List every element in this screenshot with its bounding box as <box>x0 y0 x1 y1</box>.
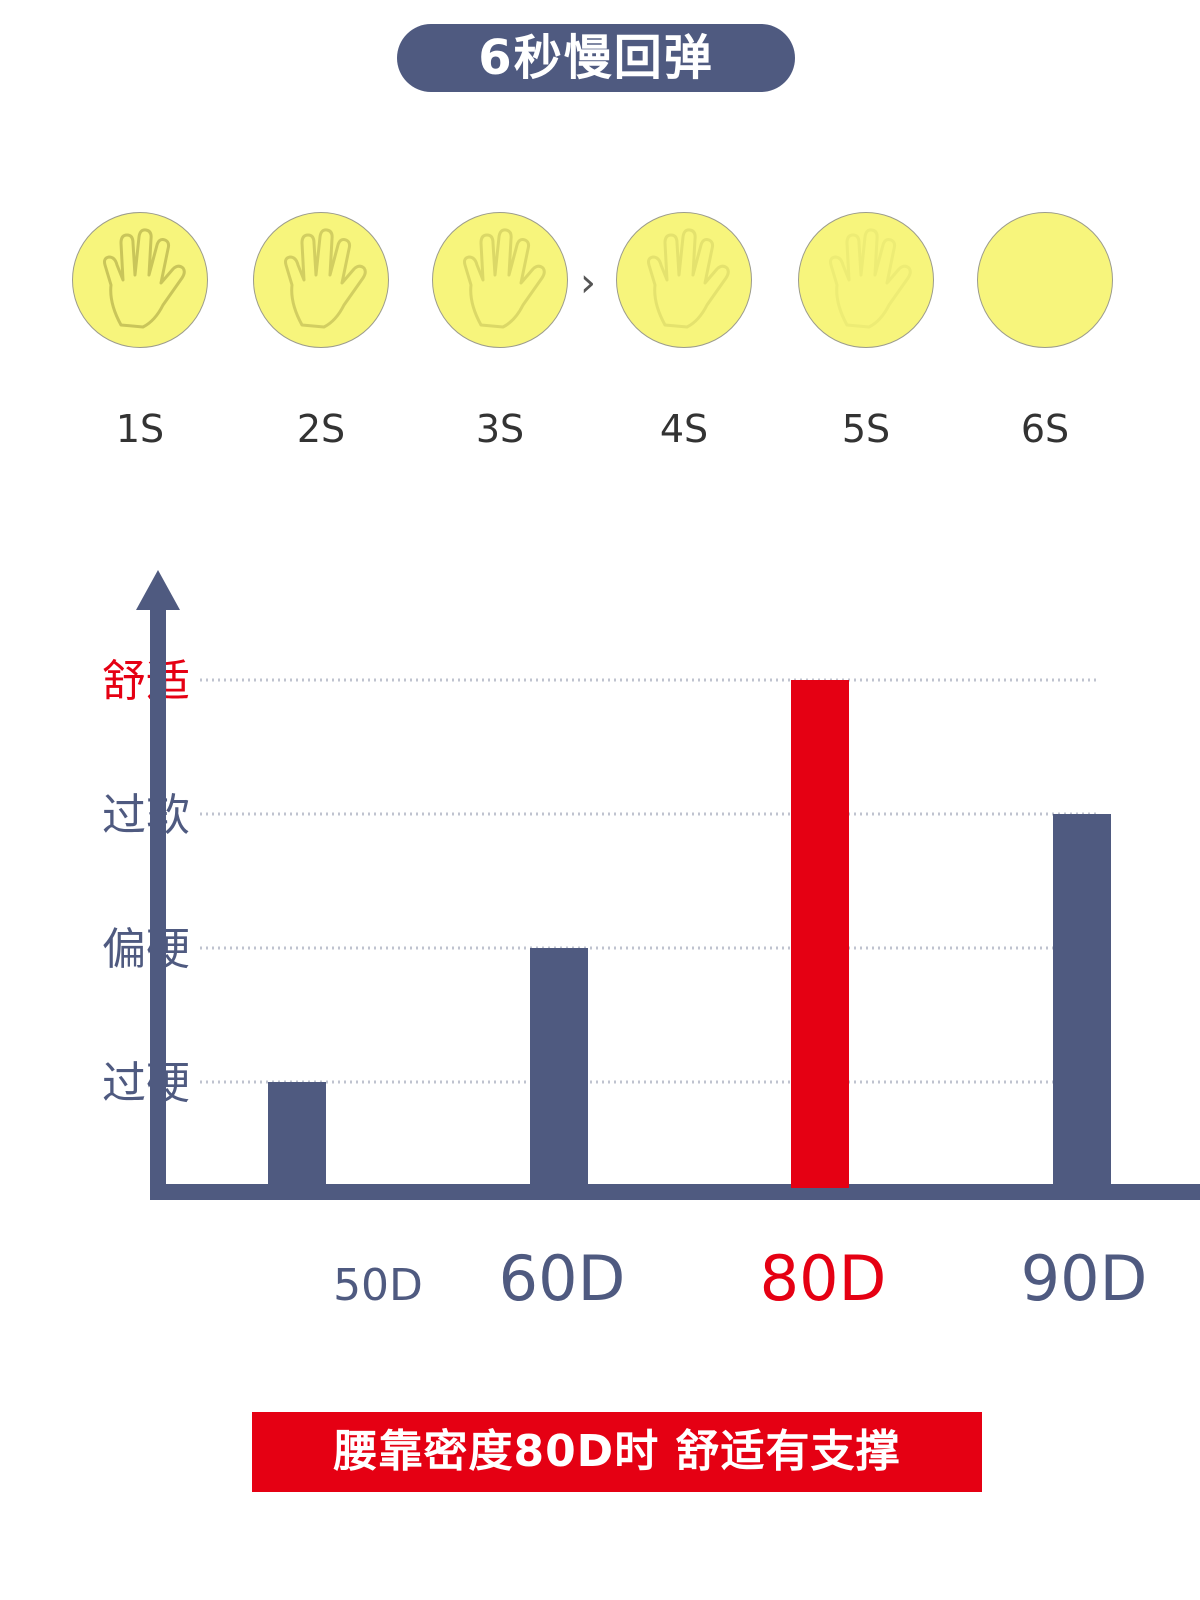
y-level-label: 过软 <box>102 790 190 841</box>
step-label: 2S <box>296 407 346 451</box>
step-label: 5S <box>841 407 891 451</box>
bar-80D <box>791 680 849 1188</box>
step-label: 3S <box>475 407 525 451</box>
hand-print-icon <box>647 228 730 329</box>
foam-circle <box>977 212 1113 348</box>
y-level-label: 偏硬 <box>102 924 190 975</box>
step-6: 6S <box>977 212 1113 451</box>
summary-banner: 腰靠密度80D时 舒适有支撑 <box>252 1412 982 1492</box>
foam-circle <box>616 212 752 348</box>
x-tick-label: 80D <box>760 1242 887 1315</box>
step-4: 4S <box>616 212 752 451</box>
step-2: 2S <box>253 212 389 451</box>
x-tick-label: 90D <box>1021 1242 1148 1315</box>
hand-print-icon <box>463 228 546 329</box>
step-label: 1S <box>115 407 165 451</box>
bar-60D <box>530 948 588 1188</box>
page-title: 6秒慢回弹 <box>397 24 795 92</box>
y-level-label: 过硬 <box>102 1058 190 1109</box>
foam-circle <box>432 212 568 348</box>
y-axis-arrow-icon <box>136 570 180 610</box>
step-5: 5S <box>798 212 934 451</box>
bar-90D <box>1053 814 1111 1188</box>
density-chart: 过硬 偏硬 过软 舒适 50D 60D 80D 90D <box>102 570 1200 1315</box>
y-level-label: 舒适 <box>102 656 190 707</box>
hand-print-icon <box>103 228 186 329</box>
chevron-right-icon: › <box>580 260 596 306</box>
step-label: 4S <box>659 407 709 451</box>
step-3: 3S <box>432 212 568 451</box>
foam-circle <box>798 212 934 348</box>
bar-50D <box>268 1082 326 1188</box>
foam-circle <box>253 212 389 348</box>
x-tick-label: 50D <box>333 1260 423 1311</box>
hand-print-icon <box>284 228 367 329</box>
x-tick-label: 60D <box>499 1242 626 1315</box>
hand-print-icon <box>829 228 912 329</box>
rebound-steps: 1S 2S 3S 4S 5S 6S <box>0 0 1200 470</box>
step-label: 6S <box>1020 407 1070 451</box>
step-1: 1S <box>72 212 208 451</box>
foam-circle <box>72 212 208 348</box>
